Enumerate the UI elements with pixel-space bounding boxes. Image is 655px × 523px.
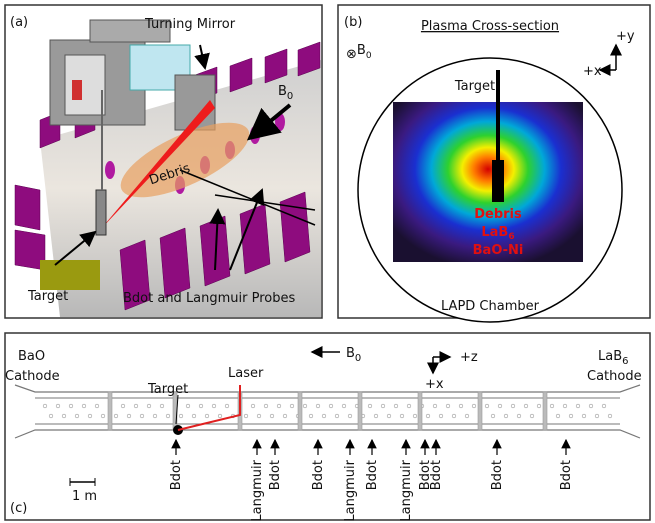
label: Target [147,382,188,397]
flange [358,392,362,430]
probe-label: Bdot [311,460,326,490]
label: Cathode [5,369,60,384]
label: BaO-Ni [473,243,524,258]
label: Turning Mirror [144,17,236,32]
flange [418,392,422,430]
label: Target [454,79,495,94]
flange [108,392,112,430]
probe-label: Langmuir [250,459,265,521]
label: Bdot and Langmuir Probes [123,291,296,306]
axis-label: +z [460,350,478,365]
probe-label: Bdot [559,460,574,490]
panel-label: (a) [10,15,28,30]
probe-label: Bdot [490,460,505,490]
probe-label: Bdot [429,460,444,490]
probe-label: Langmuir [399,459,414,521]
panel-label: (c) [10,501,27,516]
flange [478,392,482,430]
label: Cathode [587,369,642,384]
title: Plasma Cross-section [421,19,559,34]
label: 1 m [72,489,97,504]
label: LAPD Chamber [441,299,540,314]
label: Debris [474,207,522,222]
probe-label: Langmuir [343,459,358,521]
panel-label: (b) [344,15,362,30]
label: Target [27,289,68,304]
flange [298,392,302,430]
target [492,160,504,202]
axis-label: +y [616,29,635,44]
panel-c-frame [5,333,650,520]
flange [543,392,547,430]
figure: (a) Turning Mirror B0 Debris Target Bdot… [0,0,655,523]
probe-label: Bdot [169,460,184,490]
label: Laser [228,366,264,381]
probe-label: Bdot [365,460,380,490]
label: BaO [18,349,45,364]
probe-label: Bdot [268,460,283,490]
axis-label: +x [583,64,602,79]
axis-label: +x [425,377,444,392]
